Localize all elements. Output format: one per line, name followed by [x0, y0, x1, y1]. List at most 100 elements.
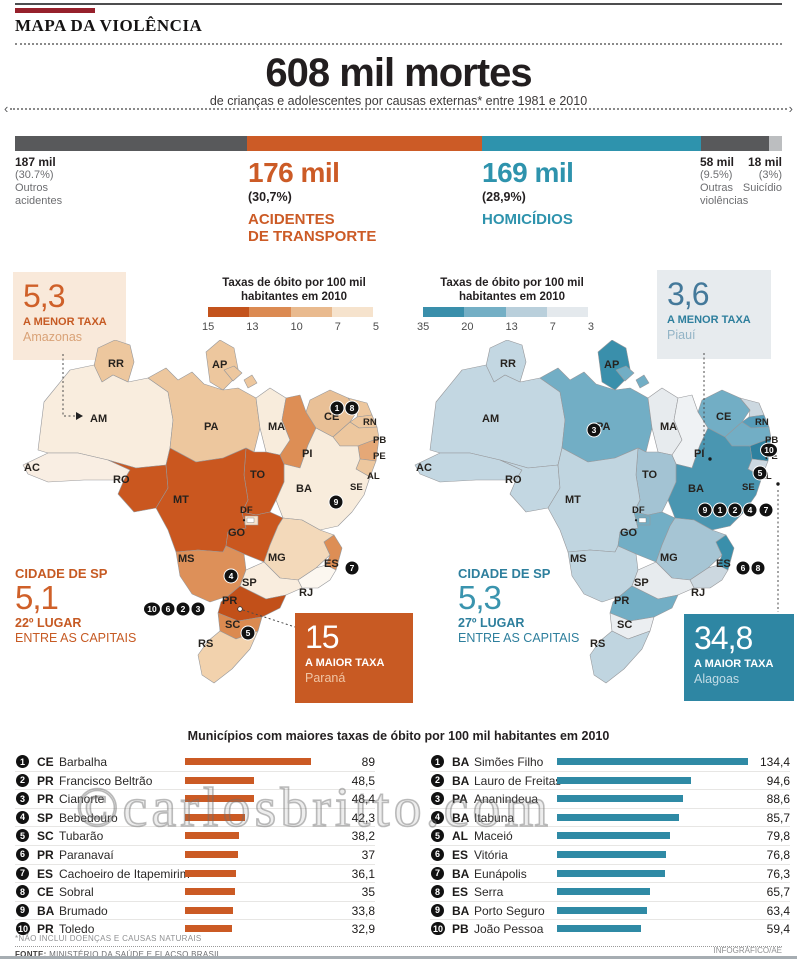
municipality-row: 3 PA Ananindeua 88,6 — [430, 789, 790, 808]
rank-badge — [175, 601, 191, 617]
state-label-ba: BA — [296, 483, 312, 495]
capital-dot — [708, 457, 712, 461]
legend-title-homicide: Taxas de óbito por 100 mil habitantes em… — [440, 277, 584, 303]
rank-badge-number: 10 — [147, 604, 157, 614]
city-name: Serra — [474, 885, 504, 900]
state-label-pi: PI — [302, 448, 312, 460]
state-pr — [609, 585, 679, 622]
value-bar — [557, 813, 679, 821]
source-label: FONTE: — [15, 950, 47, 959]
state-code: BA — [452, 755, 470, 769]
rank-badge: 4 — [16, 810, 29, 824]
brasilia-marker — [638, 517, 647, 523]
value-bar — [185, 869, 236, 877]
state-label-rj: RJ — [299, 587, 313, 599]
city-name: Porto Seguro — [474, 903, 545, 918]
value-bar — [557, 776, 691, 784]
state-label-df: DF — [240, 505, 253, 516]
municipality-row: 2 PR Francisco Beltrão 48,5 — [15, 770, 375, 790]
municipality-row: 10 PB João Pessoa 59,4 — [430, 919, 790, 938]
state-code: PR — [37, 792, 54, 807]
legend-tick: 13 — [505, 321, 518, 333]
state-label-al: AL — [367, 471, 380, 482]
legend-tick: 35 — [417, 321, 430, 333]
municipalities-title: Municípios com maiores taxas de óbito po… — [187, 729, 610, 743]
totals-bar-label: 176 mil (30,7%) ACIDENTES DE TRANSPORTE — [248, 158, 377, 246]
segment-category: acidentes — [15, 195, 63, 207]
segment-value: 169 mil — [482, 157, 574, 188]
state-label-es: ES — [324, 558, 339, 570]
footer-dotted-rule — [15, 946, 782, 947]
segment-category: violências — [700, 195, 749, 207]
brasilia-dot — [242, 519, 246, 522]
segment-category: ACIDENTES — [248, 211, 335, 228]
state-il2 — [635, 374, 650, 389]
rank-badge — [223, 568, 239, 584]
municipality-row: 2 BA Lauro de Freitas 94,6 — [430, 770, 790, 790]
rank-badge — [735, 560, 751, 576]
municipality-row: 6 PR Paranavaí 37 — [15, 844, 375, 864]
state-code: CE — [37, 885, 54, 900]
rate-value: 79,8 — [766, 829, 790, 844]
value-bar — [185, 925, 232, 933]
segment-pct: (9.5%) — [700, 169, 733, 181]
state-label-rn: RN — [363, 417, 377, 428]
rank-badge: 6 — [431, 847, 444, 861]
state-label-am: AM — [90, 413, 107, 425]
rank-badge: 9 — [16, 903, 29, 917]
span-arrow-rule: ‹ › — [4, 102, 793, 115]
city-name: Itabuna — [474, 810, 515, 825]
legend-tick: 13 — [246, 321, 259, 333]
municipality-row: 7 ES Cachoeiro de Itapemirim 36,1 — [15, 863, 375, 883]
legend-tick: 7 — [549, 321, 556, 333]
state-il1 — [615, 365, 635, 382]
state-rs — [589, 630, 651, 684]
state-code: BA — [452, 810, 470, 825]
rank-badge: 3 — [16, 792, 29, 806]
state-label-ap: AP — [604, 359, 619, 371]
connector-arrow-icon — [76, 412, 83, 420]
value-bar — [557, 869, 665, 877]
rate-value: 76,3 — [766, 866, 790, 881]
value-bar — [557, 795, 683, 803]
rank-badge-number: 2 — [181, 604, 186, 614]
municipality-row: 7 BA Eunápolis 76,3 — [430, 863, 790, 883]
brazil-map-homicide: ACAMRRAPPAMAPICERNPBPEALSEBAROTOMTDFGOMS… — [414, 340, 780, 684]
segment-category: DE TRANSPORTE — [248, 228, 377, 245]
city-name: Cachoeiro de Itapemirim — [59, 866, 190, 881]
city-name: Sobral — [59, 885, 94, 900]
totals-bar-label: 58 mil (9.5%) Outras violências — [700, 156, 748, 208]
segment-value: 18 mil — [747, 155, 782, 169]
state-label-df: DF — [632, 505, 645, 516]
value-bar — [185, 795, 254, 803]
rank-badge: 3 — [431, 792, 444, 806]
city-name: Paranavaí — [59, 847, 114, 862]
state-code: PR — [37, 922, 54, 937]
segment-pct: (28,9%) — [482, 190, 526, 204]
rank-badge-number: 6 — [166, 604, 171, 614]
rate-value: 42,3 — [351, 810, 375, 825]
totals-bar-segment — [482, 136, 702, 151]
city-name: Simões Filho — [474, 755, 544, 769]
rank-badge — [328, 494, 344, 510]
totals-bar-segment — [15, 136, 248, 151]
rank-badge — [329, 400, 345, 416]
state-label-sp: SP — [634, 577, 649, 589]
city-name: Ananindeua — [474, 792, 539, 807]
capital-dot — [776, 482, 780, 486]
legend-swatch — [505, 307, 547, 317]
legend-swatch — [290, 307, 332, 317]
city-name: Barbalha — [59, 755, 108, 769]
state-label-sc: SC — [617, 619, 632, 631]
state-code: BA — [452, 773, 470, 788]
min-rate-box-homicide: 3,6 A MENOR TAXA Piauí — [657, 270, 771, 359]
totals-bar-segment — [247, 136, 483, 151]
state-label-rr: RR — [108, 358, 124, 370]
state-label-go: GO — [228, 527, 246, 539]
state-label-pa: PA — [204, 421, 219, 433]
rank-badge-number: 4 — [229, 571, 234, 581]
rank-badge — [758, 502, 774, 518]
state-label-mt: MT — [173, 494, 189, 506]
city-name: Vitória — [474, 847, 508, 862]
state-label-pr: PR — [614, 595, 629, 607]
